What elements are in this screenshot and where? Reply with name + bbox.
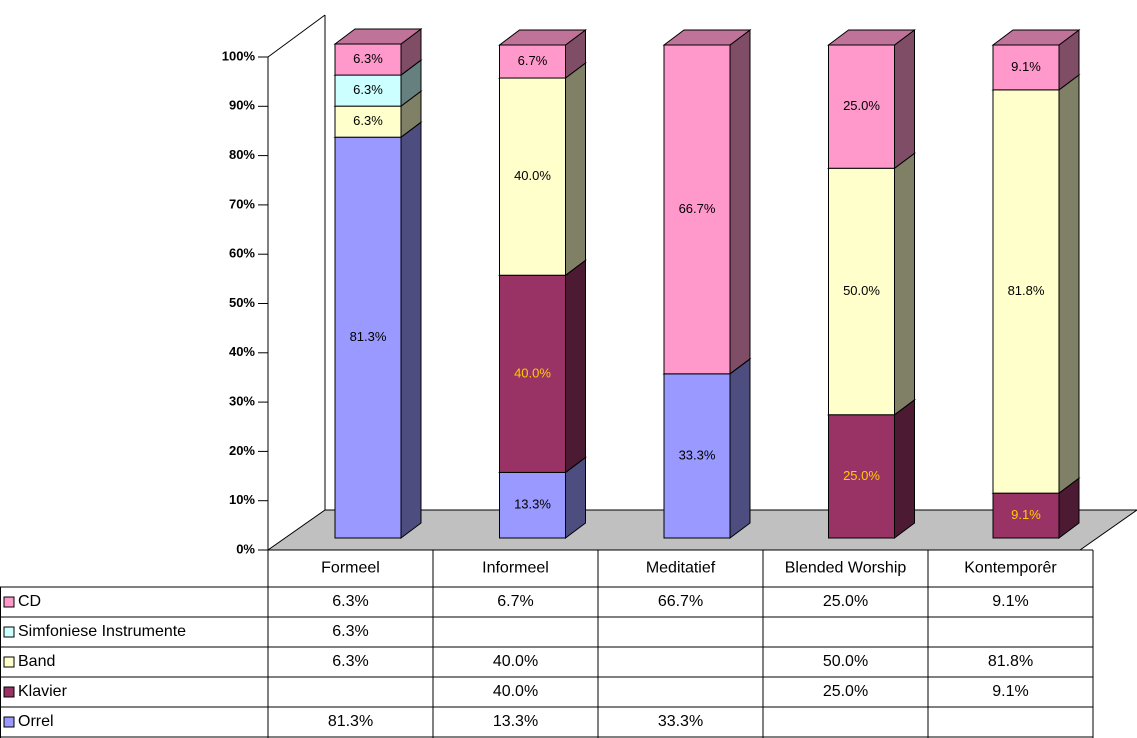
- y-tick-label: 20%: [229, 443, 255, 458]
- bar: [992, 89, 1060, 494]
- y-tick-label: 80%: [229, 147, 255, 162]
- x-tick-label: Formeel: [321, 560, 380, 577]
- x-tick-label: Informeel: [482, 560, 549, 577]
- x-tick-label: Meditatief: [646, 560, 716, 577]
- data-label: 9.1%: [1011, 507, 1041, 522]
- y-tick-label: 40%: [229, 344, 255, 359]
- bar-side: [894, 398, 915, 539]
- table-cell: 40.0%: [493, 653, 538, 670]
- legend-swatch: [3, 656, 15, 668]
- bar: [663, 373, 731, 539]
- data-label: 40.0%: [514, 168, 551, 183]
- bar: [334, 74, 402, 107]
- y-tick-label: 0%: [236, 541, 255, 556]
- bar: [828, 44, 895, 169]
- legend-label: Orrel: [18, 713, 54, 730]
- data-label: 25.0%: [843, 98, 880, 113]
- data-label: 50.0%: [843, 283, 880, 298]
- bar: [828, 414, 895, 539]
- bar-side: [729, 357, 751, 539]
- legend-swatch: [3, 626, 15, 638]
- bar: [334, 43, 402, 76]
- bar: [499, 471, 566, 539]
- legend-label: Band: [18, 653, 55, 670]
- legend-swatch: [3, 596, 15, 608]
- table-cell: 9.1%: [992, 683, 1028, 700]
- bar: [992, 44, 1060, 91]
- bar: [828, 167, 895, 416]
- bar: [499, 274, 566, 473]
- table-cell: 40.0%: [493, 683, 538, 700]
- bar: [334, 105, 402, 138]
- table-cell: 33.3%: [658, 713, 703, 730]
- data-label: 25.0%: [843, 468, 880, 483]
- bar-side: [400, 121, 422, 539]
- table-cell: 81.3%: [328, 713, 373, 730]
- y-tick-label: 60%: [229, 246, 255, 261]
- table-cell: 6.3%: [332, 653, 368, 670]
- legend-label: Simfoniese Instrumente: [18, 623, 186, 640]
- x-tick-label: Kontemporêr: [964, 560, 1057, 577]
- data-label: 66.7%: [679, 201, 716, 216]
- y-tick-label: 100%: [222, 48, 256, 63]
- y-tick-label: 30%: [229, 394, 255, 409]
- data-label: 6.7%: [518, 53, 548, 68]
- bar-side: [565, 259, 586, 474]
- table-cell: 6.3%: [332, 593, 368, 610]
- table-cell: 6.3%: [332, 623, 368, 640]
- table-cell: 25.0%: [823, 593, 868, 610]
- bar-side: [565, 62, 586, 277]
- bar-side: [729, 29, 751, 375]
- wall-top-edge: [267, 14, 326, 58]
- y-tick-label: 70%: [229, 196, 255, 211]
- y-tick-label: 10%: [229, 492, 255, 507]
- data-label: 13.3%: [514, 497, 551, 512]
- table-cell: 13.3%: [493, 713, 538, 730]
- bar: [992, 492, 1060, 539]
- table-cell: 25.0%: [823, 683, 868, 700]
- table-cell: 81.8%: [988, 653, 1033, 670]
- bar-side: [1058, 73, 1080, 495]
- data-label: 33.3%: [679, 447, 716, 462]
- table-cell: 6.7%: [497, 593, 533, 610]
- data-label: 6.3%: [353, 82, 383, 97]
- y-tick-label: 90%: [229, 98, 255, 113]
- legend-swatch: [3, 716, 15, 728]
- legend-label: CD: [18, 593, 41, 610]
- y-tick-label: 50%: [229, 295, 255, 310]
- bar: [663, 44, 731, 375]
- data-label: 40.0%: [514, 365, 551, 380]
- data-label: 81.3%: [350, 329, 387, 344]
- data-label: 9.1%: [1011, 59, 1041, 74]
- data-label: 81.8%: [1008, 283, 1045, 298]
- bar: [499, 44, 566, 79]
- table-cell: 66.7%: [658, 593, 703, 610]
- legend-label: Klavier: [18, 683, 68, 700]
- bar-side: [894, 152, 915, 416]
- data-label: 6.3%: [353, 51, 383, 66]
- table-cell: 50.0%: [823, 653, 868, 670]
- table-cell: 9.1%: [992, 593, 1028, 610]
- x-tick-label: Blended Worship: [785, 560, 907, 577]
- bar-side: [894, 29, 915, 170]
- legend-swatch: [3, 686, 15, 698]
- data-label: 6.3%: [353, 113, 383, 128]
